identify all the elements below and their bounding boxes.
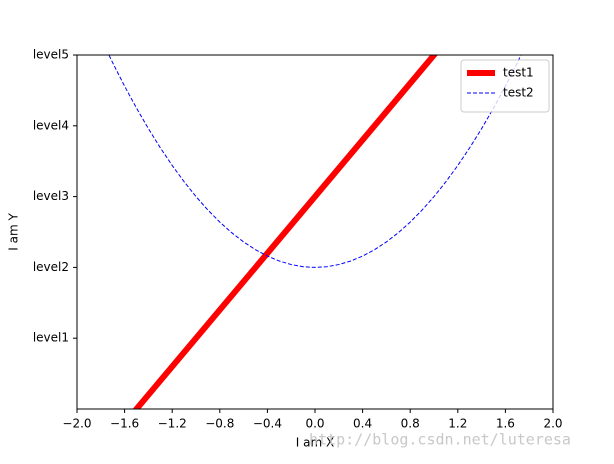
y-axis-label: I am Y (7, 213, 21, 251)
x-tick-label: 0.4 (353, 417, 372, 431)
x-tick-label: −2.0 (62, 417, 91, 431)
plot-lines (108, 55, 522, 409)
y-tick-label: level5 (33, 48, 69, 62)
x-tick-label: 1.2 (448, 417, 467, 431)
y-tick-label: level4 (33, 118, 69, 132)
x-tick-label: 0.0 (305, 417, 324, 431)
y-tick-label: level3 (33, 189, 69, 203)
x-tick-label: −0.4 (253, 417, 282, 431)
x-tick-label: −1.6 (110, 417, 139, 431)
plot-area (77, 55, 553, 409)
legend-label: test1 (503, 66, 534, 80)
x-tick-label: 2.0 (543, 417, 562, 431)
x-tick-label: −0.8 (205, 417, 234, 431)
y-tick-label: level1 (33, 331, 69, 345)
x-axis-label: I am X (296, 436, 334, 450)
legend-label: test2 (503, 86, 534, 100)
x-tick-label: 0.8 (401, 417, 420, 431)
y-tick-label: level2 (33, 260, 69, 274)
series-line (132, 55, 438, 409)
series-line (108, 55, 522, 268)
x-tick-label: 1.6 (496, 417, 515, 431)
x-tick-label: −1.2 (158, 417, 187, 431)
watermark: http://blog.csdn.net/luteresa (309, 431, 571, 449)
